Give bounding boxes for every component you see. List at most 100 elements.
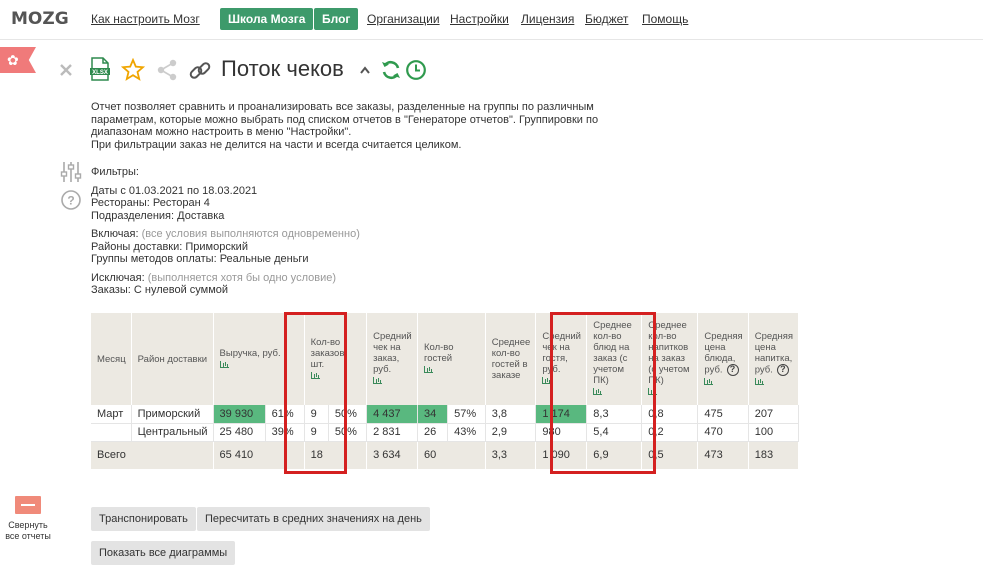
chart-icon[interactable]	[310, 371, 320, 379]
help-icon[interactable]: ?	[776, 363, 789, 376]
cell-orders: 9	[304, 423, 329, 442]
filter-value: Доставка	[177, 209, 225, 222]
chart-icon[interactable]	[423, 366, 433, 373]
svg-text:XLSX: XLSX	[92, 70, 108, 76]
report-ribbon[interactable]: ✿	[0, 47, 36, 73]
cell-month	[91, 423, 132, 442]
highlight-dishes-drinks-columns	[550, 312, 656, 474]
filter-value: С нулевой суммой	[133, 284, 229, 296]
chart-icon[interactable]	[542, 377, 552, 384]
collapse-reports-button[interactable]: Свернуть все отчеты	[0, 496, 56, 542]
cell-revenue: 25 480	[213, 423, 266, 442]
chart-icon[interactable]	[648, 388, 658, 395]
col-header-avg-drinks[interactable]: Среднее кол-во напитков на заказ (с учет…	[641, 313, 699, 405]
report-description: Отчет позволяет сравнить и проанализиров…	[91, 101, 621, 151]
col-header-month[interactable]: Месяц	[91, 313, 132, 405]
cell-revenue: 39 930	[213, 405, 266, 424]
filter-label: Исключая:	[91, 271, 145, 284]
report-table: Месяц Район доставки Выручка, руб. Кол-в…	[91, 313, 800, 469]
col-header-revenue[interactable]: Выручка, руб.	[213, 313, 305, 405]
nav-link-settings[interactable]: Настройки	[450, 12, 509, 26]
chevron-up-icon[interactable]	[359, 65, 371, 78]
col-header-avg-check-guest[interactable]: Средний чек на гостя, руб.	[535, 313, 588, 405]
cell-avg-dish-price: 470	[697, 423, 749, 442]
filter-label: Группы методов оплаты:	[91, 253, 217, 265]
nav-link-organizations[interactable]: Организации	[367, 12, 440, 26]
cell-total-label: Всего	[91, 441, 214, 469]
share-icon[interactable]	[156, 59, 178, 84]
filters-block: Фильтры: Даты с 01.03.2021 по 18.03.2021…	[91, 166, 360, 297]
cell-avg-dishes: 5,4	[586, 423, 643, 442]
col-header-avg-drink-price[interactable]: Средняя цена напитка, руб.?	[748, 313, 800, 405]
header-label: Средний чек на заказ, руб.	[373, 331, 412, 375]
cell-avg-drink-price: 207	[748, 405, 800, 424]
filter-divisions: Подразделения: Доставка	[91, 210, 360, 223]
refresh-icon[interactable]	[380, 59, 402, 84]
star-icon[interactable]	[120, 57, 146, 85]
chart-icon[interactable]	[754, 377, 764, 385]
col-header-avg-dishes[interactable]: Среднее кол-во блюд на заказ (с учетом П…	[586, 313, 643, 405]
nav-link-help[interactable]: Помощь	[642, 12, 689, 26]
filter-note: (все условия выполняются одновременно)	[141, 228, 360, 240]
header-label: Среднее кол-во блюд на заказ (с учетом П…	[593, 320, 632, 386]
col-header-district[interactable]: Район доставки	[131, 313, 214, 405]
nav-link-budget[interactable]: Бюджет	[585, 12, 629, 26]
filter-note: (выполняется хотя бы одно условие)	[147, 271, 336, 284]
cell-guests-pct: 57%	[447, 405, 486, 424]
recalc-daily-button[interactable]: Пересчитать в средних значениях на день	[197, 507, 430, 531]
blog-button[interactable]: Блог	[314, 8, 359, 30]
chart-icon[interactable]	[373, 377, 383, 384]
link-icon[interactable]	[188, 59, 212, 86]
nav-link-license[interactable]: Лицензия	[521, 12, 575, 26]
sliders-icon[interactable]	[60, 160, 82, 187]
header-label: Выручка, руб.	[219, 347, 281, 359]
col-header-avg-check[interactable]: Средний чек на заказ, руб.	[366, 313, 418, 405]
collapse-label: все отчеты	[5, 531, 51, 541]
cell-district: Центральный	[131, 423, 214, 442]
col-header-guests[interactable]: Кол-во гостей	[417, 313, 486, 405]
nav-link-setup[interactable]: Как настроить Мозг	[91, 12, 200, 26]
top-nav: MOZG Как настроить Мозг Школа Мозга Блог…	[0, 0, 983, 40]
show-charts-button[interactable]: Показать все диаграммы	[91, 541, 236, 565]
filter-value: Приморский	[185, 240, 248, 253]
col-header-orders[interactable]: Кол-во заказов, шт.	[304, 313, 368, 405]
chart-icon[interactable]	[704, 377, 714, 385]
cell-avg-guests: 3,8	[485, 405, 537, 424]
description-line: При фильтрации заказ не делится на части…	[91, 138, 462, 151]
cell-total-guests: 60	[417, 441, 486, 469]
minus-icon	[15, 496, 41, 514]
cell-avg-guests: 2,9	[485, 423, 537, 442]
school-button[interactable]: Школа Мозга	[220, 8, 314, 30]
header-label: Средняя цена блюда, руб.	[704, 330, 743, 376]
filter-include: Включая: (все условия выполняются одновр…	[91, 228, 360, 241]
clock-icon[interactable]	[405, 59, 427, 84]
help-icon[interactable]: ?	[60, 189, 82, 214]
cell-guests: 26	[417, 423, 449, 442]
filter-label: Рестораны:	[91, 197, 150, 209]
description-line: диапазонам можно настроить в меню "Настр…	[91, 126, 352, 138]
filter-restaurants: Рестораны: Ресторан 4	[91, 197, 360, 210]
cell-avg-check: 4 437	[366, 405, 418, 424]
table-row[interactable]: Центральный 25 480 39% 9 50% 2 831 26 43…	[91, 423, 800, 442]
cell-total-avg-check: 3 634	[366, 441, 418, 469]
table-total-row: Всего 65 410 18 3 634 60 3,3 1 090 6,9 0…	[91, 441, 800, 469]
xlsx-icon[interactable]: XLSX	[89, 57, 111, 84]
header-label: Кол-во заказов, шт.	[310, 336, 348, 370]
header-label: Среднее кол-во напитков на заказ (с учет…	[648, 320, 690, 386]
cell-orders: 9	[304, 405, 329, 424]
cell-total-avg-check-guest: 1 090	[535, 441, 588, 469]
chart-icon[interactable]	[219, 360, 229, 368]
header-label: Кол-во гостей	[423, 342, 454, 364]
table-row[interactable]: Март Приморский 39 930 61% 9 50% 4 437 3…	[91, 405, 800, 424]
col-header-avg-guests[interactable]: Среднее кол-во гостей в заказе	[485, 313, 537, 405]
filter-orders: Заказы: С нулевой суммой	[91, 284, 360, 297]
chart-icon[interactable]	[593, 388, 603, 395]
help-icon[interactable]: ?	[726, 363, 739, 376]
cell-total-avg-drink-price: 183	[748, 441, 800, 469]
col-header-avg-dish-price[interactable]: Средняя цена блюда, руб.?	[697, 313, 749, 405]
filter-exclude: Исключая: (выполняется хотя бы одно усло…	[91, 272, 360, 285]
logo[interactable]: MOZG	[11, 9, 69, 29]
filter-value: Реальные деньги	[219, 253, 309, 265]
transpose-button[interactable]: Транспонировать	[91, 507, 196, 531]
close-icon[interactable]	[58, 62, 74, 81]
